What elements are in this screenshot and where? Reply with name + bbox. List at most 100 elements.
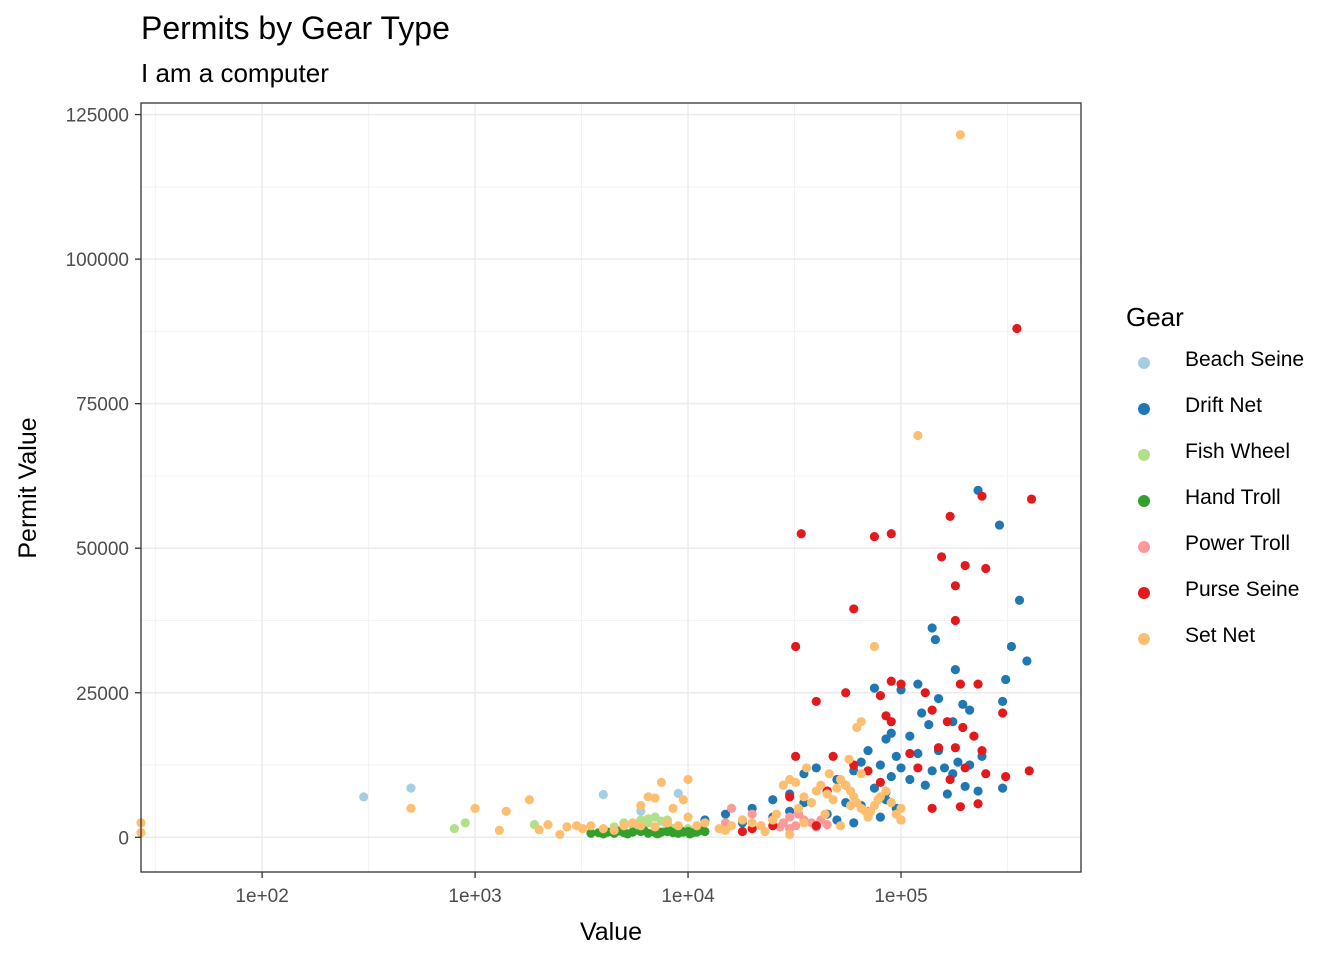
point-set-net	[470, 803, 480, 813]
point-set-net	[801, 763, 812, 773]
legend-title: Gear	[1126, 302, 1184, 332]
point-set-net	[406, 803, 416, 813]
legend-key-beach-seine	[1138, 357, 1150, 369]
point-hand-troll	[685, 829, 695, 839]
legend-key-hand-troll	[1138, 495, 1150, 507]
point-set-net	[785, 829, 795, 840]
point-purse-seine	[796, 529, 806, 539]
point-set-net	[955, 130, 965, 140]
point-set-net	[683, 812, 693, 822]
point-beach-seine	[359, 792, 369, 802]
point-set-net	[747, 818, 757, 828]
point-purse-seine	[960, 763, 970, 773]
legend-label: Set Net	[1185, 624, 1256, 647]
point-drift-net	[886, 771, 896, 782]
point-drift-net	[953, 757, 963, 767]
point-beach-seine	[673, 788, 683, 798]
legend-item-drift-net: Drift Net	[1126, 393, 1336, 439]
point-drift-net	[891, 751, 901, 761]
point-purse-seine	[737, 826, 748, 837]
point-set-net	[791, 777, 801, 787]
point-drift-net	[1022, 656, 1032, 666]
point-drift-net	[856, 757, 866, 767]
chart-title: Permits by Gear Type	[141, 10, 450, 46]
point-purse-seine	[950, 615, 960, 626]
legend-key-set-net	[1138, 633, 1150, 645]
point-drift-net	[998, 783, 1008, 793]
point-fish-wheel	[449, 824, 460, 834]
legend-item-fish-wheel: Fish Wheel	[1126, 439, 1336, 485]
legend-label: Drift Net	[1185, 394, 1263, 417]
point-purse-seine	[785, 792, 795, 802]
point-set-net	[844, 754, 854, 764]
point-set-net	[760, 826, 770, 837]
point-hand-troll	[622, 829, 633, 839]
point-purse-seine	[811, 696, 821, 707]
y-tick-label: 50000	[76, 539, 129, 560]
point-set-net	[650, 822, 660, 832]
point-drift-net	[942, 789, 952, 799]
point-drift-net	[1014, 595, 1025, 605]
point-set-net	[835, 821, 846, 831]
y-tick-label: 75000	[76, 395, 129, 416]
point-purse-seine	[841, 688, 851, 698]
axis-ticks: 1e+02 1e+03 1e+04 1e+05 0 25000 50000 75000 1000…	[66, 106, 928, 907]
point-purse-seine	[981, 769, 991, 779]
point-purse-seine	[936, 552, 947, 562]
point-set-net	[737, 815, 748, 825]
point-power-troll	[822, 819, 832, 830]
point-set-net	[856, 769, 866, 779]
point-drift-net	[973, 786, 983, 796]
y-tick-label: 125000	[66, 106, 129, 127]
point-set-net	[799, 818, 809, 828]
y-tick-label: 25000	[76, 684, 129, 705]
point-purse-seine	[973, 679, 983, 689]
point-drift-net	[913, 748, 923, 759]
point-set-net	[578, 824, 588, 834]
point-purse-seine	[960, 560, 970, 571]
point-set-net	[555, 829, 565, 840]
legend-label: Purse Seine	[1185, 578, 1300, 601]
point-purse-seine	[886, 529, 896, 539]
point-purse-seine	[896, 679, 906, 689]
point-set-net	[886, 798, 896, 808]
point-set-net	[534, 825, 544, 835]
point-set-net	[822, 789, 832, 799]
point-drift-net	[920, 780, 930, 790]
point-purse-seine	[905, 748, 915, 759]
point-drift-net	[924, 719, 934, 730]
point-purse-seine	[942, 717, 952, 727]
point-fish-wheel	[460, 818, 470, 828]
point-drift-net	[768, 795, 778, 805]
point-set-net	[636, 800, 646, 811]
point-set-net	[598, 824, 608, 834]
point-drift-net	[811, 763, 821, 773]
point-set-net	[828, 795, 838, 805]
point-purse-seine	[955, 679, 965, 689]
point-purse-seine	[869, 532, 880, 542]
grid-lines	[141, 103, 1081, 872]
point-set-net	[636, 821, 646, 831]
point-set-net	[668, 803, 678, 813]
point-hand-troll	[665, 826, 675, 836]
point-purse-seine	[875, 777, 885, 787]
point-drift-net	[927, 623, 937, 633]
point-purse-seine	[791, 641, 801, 652]
x-tick-label: 1e+02	[235, 886, 288, 907]
point-set-net	[662, 818, 673, 828]
point-set-net	[832, 783, 842, 793]
point-drift-net	[998, 696, 1008, 707]
point-hand-troll	[653, 829, 663, 839]
point-purse-seine	[998, 708, 1008, 718]
point-purse-seine	[920, 688, 930, 698]
legend-items: Beach Seine Drift Net Fish Wheel Hand Troll…	[1126, 347, 1336, 669]
legend-item-purse-seine: Purse Seine	[1126, 577, 1336, 623]
legend-label: Beach Seine	[1185, 348, 1305, 371]
point-drift-net	[875, 760, 885, 770]
point-purse-seine	[886, 717, 896, 727]
point-purse-seine	[875, 691, 885, 701]
point-set-net	[771, 809, 782, 819]
point-drift-net	[881, 734, 891, 744]
point-set-net	[896, 815, 906, 825]
point-set-net	[619, 821, 629, 831]
